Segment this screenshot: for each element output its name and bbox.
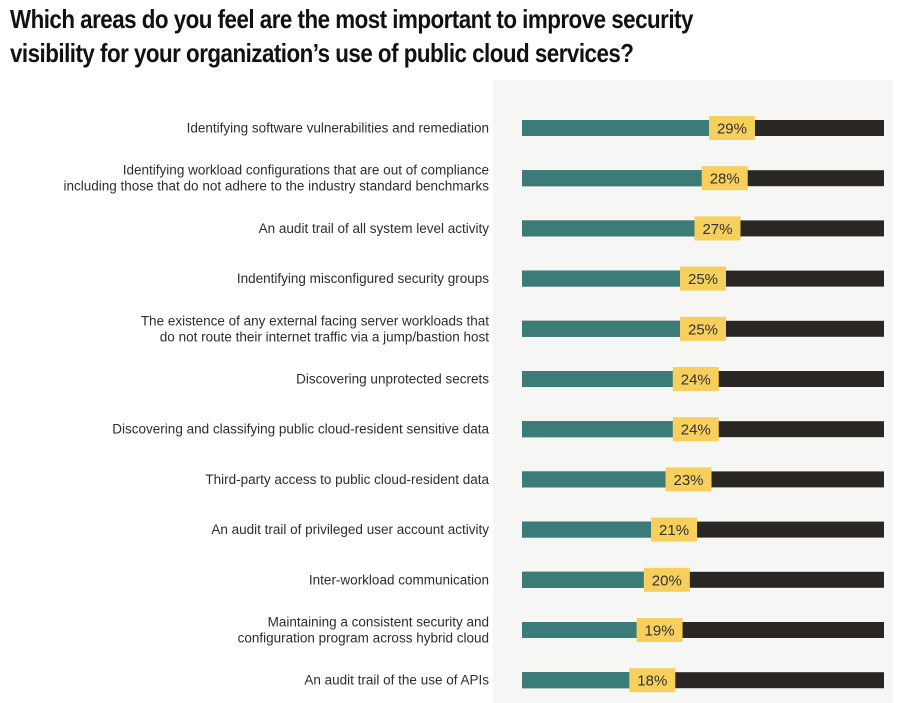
value-label-box [672,367,719,391]
category-label: Maintaining a consistent security and [268,615,489,630]
bar [522,622,660,638]
value-label: 19% [645,623,675,640]
category-label: An audit trail of privileged user accoun… [211,522,489,537]
category-label: Discovering and classifying public cloud… [112,422,489,437]
value-label-box [708,116,755,140]
category-label: An audit trail of all system level activ… [259,221,490,236]
value-label: 25% [688,321,718,338]
value-label-box [680,316,726,341]
chart-title-line-2: visibility for your organization’s use o… [10,38,634,68]
category-label: Identifying software vulnerabilities and… [187,121,489,136]
bar [522,471,689,488]
category-label: configuration program across hybrid clou… [238,631,489,646]
category-label: Identifying workload configurations that… [123,163,489,178]
value-label-box [672,417,719,442]
category-label: The existence of any external facing ser… [141,313,489,328]
bar-row: 24% Discovering and classifying public cl… [112,417,884,442]
bar [522,320,703,337]
value-label: 24% [681,372,711,389]
category-label: An audit trail of the use of APIs [304,673,489,688]
value-label-box [629,668,676,693]
bar [522,672,653,689]
value-label-box [694,216,741,241]
category-label: do not route their internet traffic via … [160,329,489,344]
value-label-box [701,166,748,191]
bar-row: 29% Identifying software vulnerabilities … [187,116,884,140]
bar-row: 18% An audit trail of the use of APIs [304,668,884,693]
bar-row: 21% An audit trail of privileged user acc… [211,517,884,542]
bar-row: 20% Inter-workload communication [309,567,884,592]
value-label: 20% [652,572,682,589]
bar-row: 25% Indentifying misconfigured security g… [237,266,884,291]
bar-row: 28% Identifying workload configurations t… [63,163,884,194]
value-label-box [680,266,726,291]
category-label: including those that do not adhere to th… [63,179,489,194]
category-label: Discovering unprotected secrets [296,372,489,387]
bar-row: 23% Third-party access to public cloud-re… [205,467,884,492]
value-label-box [643,567,690,592]
bar-row: 25% The existence of any external facing … [141,313,884,344]
bar [522,521,675,538]
bar [522,571,667,588]
value-label: 18% [637,673,667,690]
value-label: 25% [688,271,718,288]
bar-row: 24% Discovering unprotected secrets [296,367,884,391]
value-label: 24% [681,422,711,439]
bar [522,120,732,136]
value-label-box [636,618,683,642]
chart-title: Which areas do you feel are the most imp… [10,2,750,70]
bar [522,170,725,187]
category-label: Inter-workload communication [309,572,489,587]
value-label: 29% [717,121,747,138]
value-label: 28% [710,171,740,188]
bar-row: 19% Maintaining a consistent security and… [238,615,884,646]
value-label-box [651,517,698,542]
bar [522,220,718,237]
bar [522,270,703,287]
value-label: 23% [674,472,704,489]
chart-title-line-1: Which areas do you feel are the most imp… [10,4,693,34]
value-label: 27% [702,221,732,238]
value-label-box [665,467,712,492]
value-label: 21% [659,522,689,539]
category-label: Indentifying misconfigured security grou… [237,271,489,286]
bar [522,421,696,438]
bar [522,371,696,387]
bar-row: 27% An audit trail of all system level ac… [259,216,884,241]
category-label: Third-party access to public cloud-resid… [205,472,489,487]
